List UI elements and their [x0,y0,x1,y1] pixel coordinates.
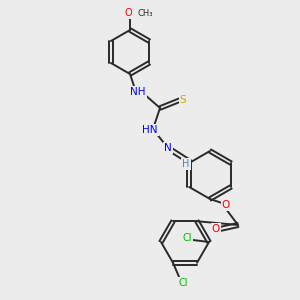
Text: H: H [182,159,190,169]
Text: CH₃: CH₃ [137,8,152,17]
Text: S: S [180,95,186,105]
Text: O: O [124,8,132,18]
Text: O: O [222,200,230,210]
Text: NH: NH [130,87,146,97]
Text: HN: HN [142,125,158,135]
Text: N: N [164,143,172,153]
Text: Cl: Cl [182,233,192,243]
Text: Cl: Cl [178,278,188,288]
Text: O: O [212,224,220,234]
